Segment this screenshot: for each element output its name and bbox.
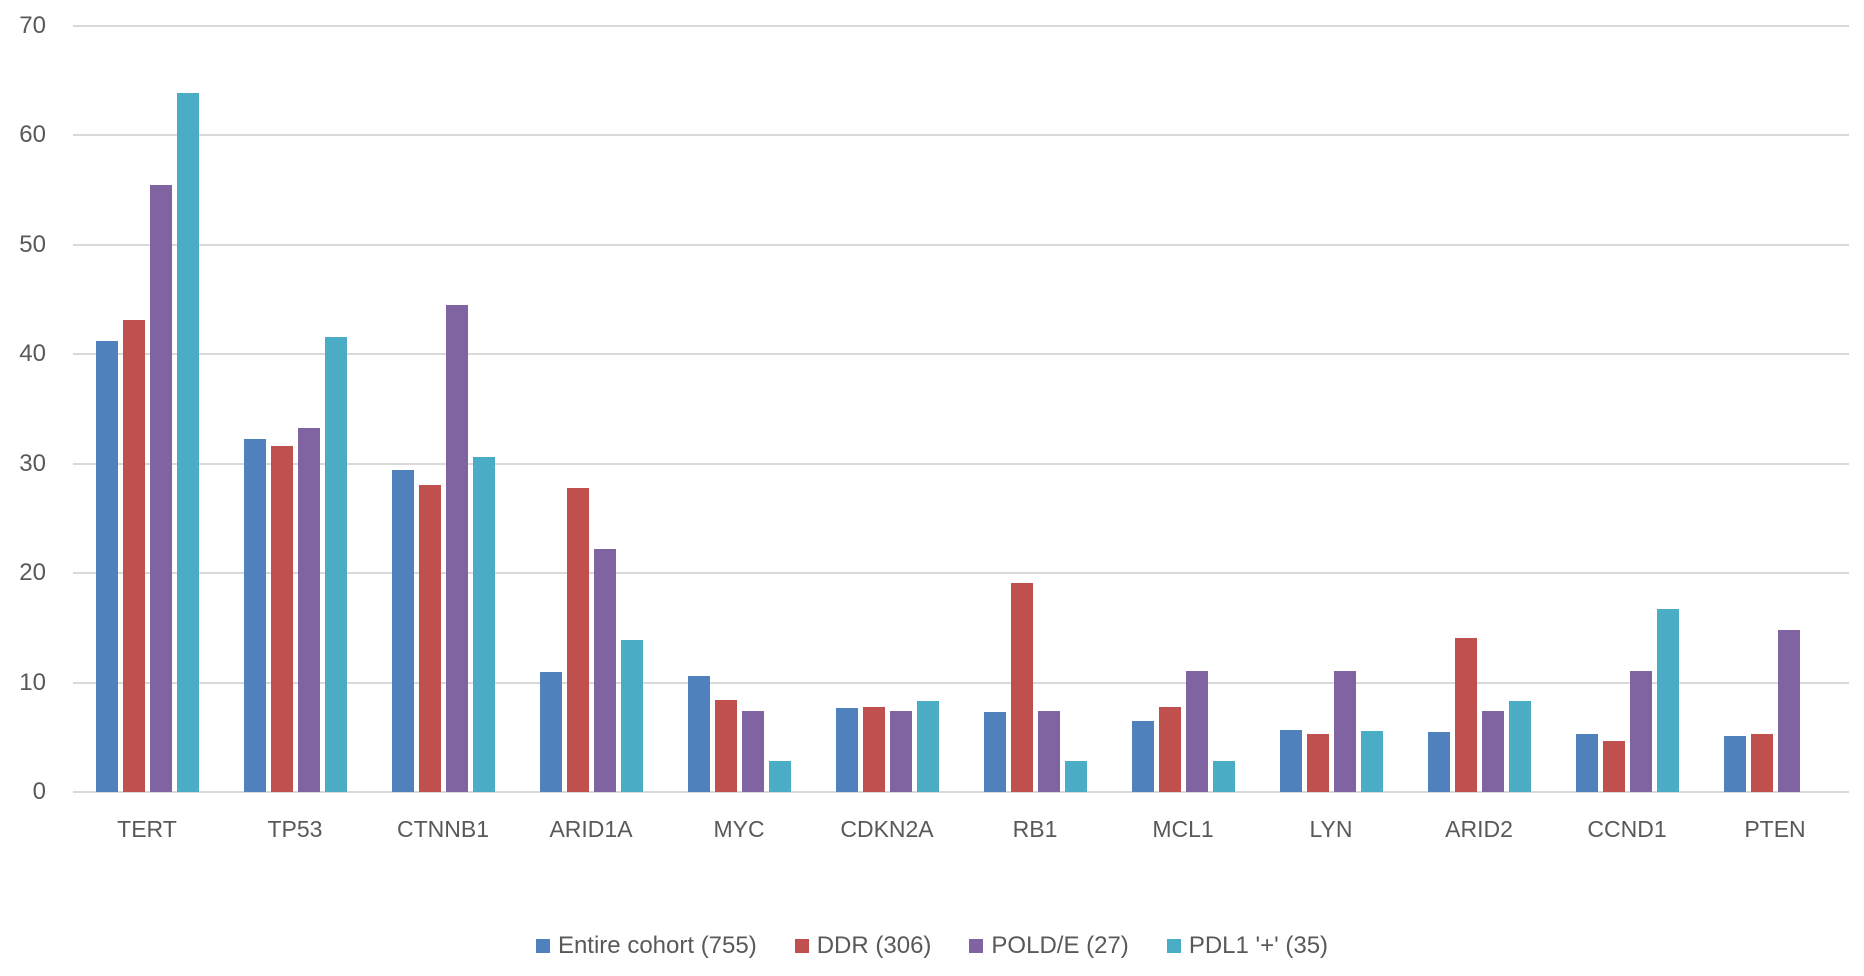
bar-myc-series-0[interactable] xyxy=(687,676,710,792)
y-tick-label: 30 xyxy=(19,449,46,477)
gridline xyxy=(73,462,1849,465)
bar-tert-series-0[interactable] xyxy=(95,341,118,792)
x-tick-label: CDKN2A xyxy=(840,816,934,842)
legend-swatch-icon xyxy=(969,939,984,953)
legend-item-entire-cohort[interactable]: Entire cohort (755) xyxy=(535,932,757,960)
y-tick-label: 60 xyxy=(19,121,46,149)
x-tick-label: CCND1 xyxy=(1587,816,1667,842)
bar-mcl1-series-0[interactable] xyxy=(1131,720,1154,792)
bar-arid2-series-3[interactable] xyxy=(1508,701,1531,792)
bar-rb1-series-3[interactable] xyxy=(1064,761,1087,792)
x-tick-label: MYC xyxy=(713,816,765,842)
x-tick-label: CTNNB1 xyxy=(396,816,489,842)
y-tick-label: 50 xyxy=(19,230,46,258)
bar-tp53-series-3[interactable] xyxy=(324,336,347,792)
bar-arid1a-series-3[interactable] xyxy=(620,639,643,792)
legend-label: POLD/E (27) xyxy=(991,932,1129,959)
bar-cdkn2a-series-2[interactable] xyxy=(889,711,912,792)
bar-ccnd1-series-2[interactable] xyxy=(1629,670,1652,792)
legend-label: Entire cohort (755) xyxy=(557,932,757,959)
legend-swatch-icon xyxy=(1166,939,1181,953)
y-tick-label: 70 xyxy=(19,12,46,39)
bar-tert-series-3[interactable] xyxy=(176,92,199,792)
bar-lyn-series-0[interactable] xyxy=(1279,729,1302,792)
x-tick-label: PTEN xyxy=(1744,816,1806,842)
gridline xyxy=(73,791,1849,793)
bar-arid2-series-0[interactable] xyxy=(1427,731,1450,792)
gridline xyxy=(73,243,1849,246)
bar-ctnnb1-series-2[interactable] xyxy=(445,305,468,792)
bar-tert-series-1[interactable] xyxy=(122,320,145,792)
y-tick-label: 10 xyxy=(19,668,46,696)
bar-mcl1-series-3[interactable] xyxy=(1212,761,1235,792)
legend: Entire cohort (755) DDR (306) POLD/E (27… xyxy=(0,932,1864,960)
bar-arid1a-series-0[interactable] xyxy=(539,671,562,792)
bar-tert-series-2[interactable] xyxy=(149,184,172,792)
y-tick-label: 0 xyxy=(32,778,46,805)
bar-arid2-series-2[interactable] xyxy=(1481,711,1504,792)
bar-tp53-series-0[interactable] xyxy=(243,438,266,792)
legend-swatch-icon xyxy=(535,939,550,953)
x-tick-label: ARID1A xyxy=(549,816,633,842)
y-tick-label: 40 xyxy=(19,340,46,368)
bar-pten-series-1[interactable] xyxy=(1750,734,1773,792)
bar-ccnd1-series-3[interactable] xyxy=(1656,609,1679,792)
bar-ctnnb1-series-3[interactable] xyxy=(472,457,495,792)
x-tick-label: ARID2 xyxy=(1445,816,1513,842)
bar-tp53-series-2[interactable] xyxy=(297,427,320,792)
bar-myc-series-1[interactable] xyxy=(714,700,737,792)
bar-arid1a-series-2[interactable] xyxy=(593,549,616,792)
bar-tp53-series-1[interactable] xyxy=(270,446,293,792)
legend-label: DDR (306) xyxy=(816,932,932,959)
bar-arid2-series-1[interactable] xyxy=(1454,637,1477,792)
bar-ctnnb1-series-0[interactable] xyxy=(391,470,414,792)
gridline xyxy=(73,572,1849,575)
y-tick-label: 20 xyxy=(19,559,46,587)
bar-ctnnb1-series-1[interactable] xyxy=(418,484,441,792)
legend-item-pold-e[interactable]: POLD/E (27) xyxy=(969,932,1129,960)
bar-pten-series-0[interactable] xyxy=(1723,736,1746,792)
legend-item-pdl1-positive[interactable]: PDL1 '+' (35) xyxy=(1166,932,1329,960)
bar-mcl1-series-1[interactable] xyxy=(1158,706,1181,792)
bar-pten-series-2[interactable] xyxy=(1777,630,1800,792)
x-tick-label: MCL1 xyxy=(1152,816,1214,842)
gridline xyxy=(73,25,1849,27)
bar-cdkn2a-series-1[interactable] xyxy=(862,706,885,792)
gridline xyxy=(73,134,1849,137)
bar-mcl1-series-2[interactable] xyxy=(1185,670,1208,792)
x-tick-label: TERT xyxy=(117,816,177,842)
bar-lyn-series-3[interactable] xyxy=(1360,730,1383,792)
bar-arid1a-series-1[interactable] xyxy=(566,487,589,792)
legend-label: PDL1 '+' (35) xyxy=(1188,932,1329,959)
legend-swatch-icon xyxy=(794,939,809,953)
x-tick-label: LYN xyxy=(1309,816,1353,842)
bar-rb1-series-0[interactable] xyxy=(983,712,1006,792)
bar-lyn-series-2[interactable] xyxy=(1333,670,1356,792)
legend-item-ddr[interactable]: DDR (306) xyxy=(794,932,932,960)
bar-ccnd1-series-1[interactable] xyxy=(1602,740,1625,792)
bar-myc-series-3[interactable] xyxy=(768,761,791,792)
bar-lyn-series-1[interactable] xyxy=(1306,734,1329,792)
gridline xyxy=(73,681,1849,684)
x-tick-label: RB1 xyxy=(1012,816,1058,842)
x-tick-label: TP53 xyxy=(267,816,323,842)
bar-ccnd1-series-0[interactable] xyxy=(1575,734,1598,792)
bar-rb1-series-1[interactable] xyxy=(1010,582,1033,792)
bar-myc-series-2[interactable] xyxy=(741,711,764,792)
bar-rb1-series-2[interactable] xyxy=(1037,711,1060,792)
bar-cdkn2a-series-3[interactable] xyxy=(916,701,939,792)
gridline xyxy=(73,353,1849,356)
bar-cdkn2a-series-0[interactable] xyxy=(835,707,858,792)
